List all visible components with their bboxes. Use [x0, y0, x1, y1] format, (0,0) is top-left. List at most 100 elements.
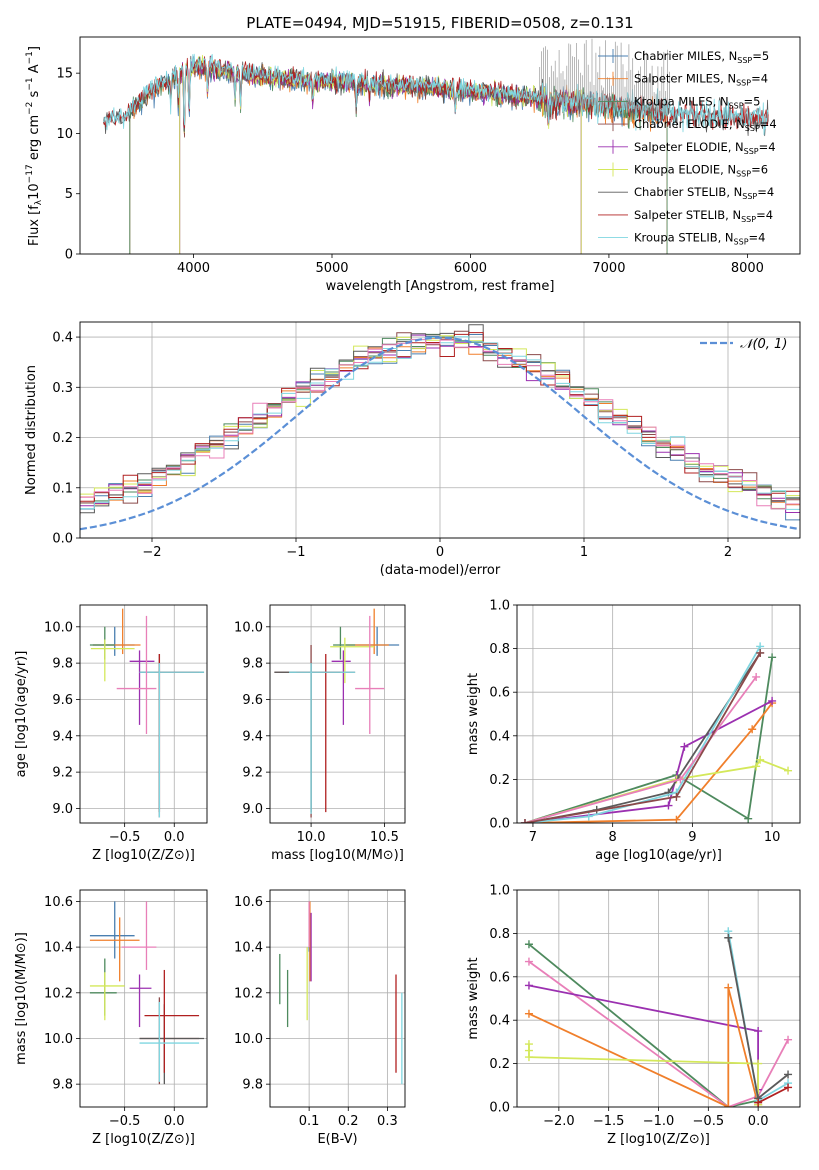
- weight-marker: [784, 1083, 793, 1092]
- y-tick-label: 9.8: [242, 657, 263, 672]
- legend-entry: Chabrier STELIB, NSSP=4: [634, 185, 774, 201]
- x-tick-label: −1: [286, 545, 305, 560]
- x-tick-label: −1.0: [643, 1114, 675, 1129]
- weight-marker: [524, 981, 533, 990]
- x-axis-label: Z [log10(Z/Z⊙)]: [92, 848, 195, 863]
- age-vs-Z-panel: −0.5 0.0 9.0 9.2 9.4 9.6 9.8 10.0 Z [log10(Z/Z⊙)…: [14, 604, 208, 863]
- y-tick-label: 9.2: [242, 766, 263, 781]
- weight-marker: [524, 1053, 533, 1062]
- y-tick-label: 9.6: [52, 693, 73, 708]
- errorbars: [89, 608, 205, 818]
- y-tick-label: 10.6: [234, 895, 263, 910]
- y-axis-label: mass weight: [466, 673, 481, 755]
- x-tick-label: 0.3: [377, 1114, 398, 1129]
- x-tick-label: 0.0: [164, 1114, 185, 1129]
- weight-series: [757, 1086, 789, 1104]
- x-tick-label: 9: [688, 830, 696, 845]
- legend-entry: 𝒩(0, 1): [740, 337, 787, 352]
- weight-vs-Z-panel: −2.0 −1.5 −1.0 −0.5 0.0 0.0 0.2 0.4 0.6 0.8 1.0 Z […: [466, 884, 801, 1147]
- x-tick-label: 0: [436, 545, 444, 560]
- y-tick-label: 0.4: [52, 331, 73, 346]
- residual-histograms: [80, 324, 800, 531]
- y-tick-label: 0.0: [52, 532, 73, 547]
- y-tick-label: 10.0: [234, 1032, 263, 1047]
- y-tick-label: 0.6: [489, 970, 510, 985]
- weight-marker: [724, 983, 733, 992]
- age-vs-mass-panel: 10.0 10.5 9.0 9.2 9.4 9.6 9.8 10.0 mass [log10(M…: [234, 604, 406, 863]
- y-axis-label: Normed distribution: [24, 365, 39, 495]
- y-tick-label: 10.4: [234, 941, 263, 956]
- legend-entry: Kroupa STELIB, NSSP=4: [634, 231, 765, 247]
- x-tick-label: 10.0: [297, 830, 326, 845]
- y-tick-label: 15: [56, 67, 73, 82]
- x-axis-label: age [log10(age/yr)]: [595, 848, 722, 863]
- mass-vs-Z-panel: −0.5 0.0 9.8 10.0 10.2 10.4 10.6 Z [log10(Z/Z⊙)…: [14, 889, 208, 1147]
- axes-frame: [79, 604, 208, 824]
- y-tick-label: 0.0: [489, 817, 510, 832]
- weight-marker: [724, 933, 733, 942]
- y-axis-label: age [log10(age/yr)]: [14, 651, 29, 778]
- weight-series: [524, 657, 773, 823]
- weight-marker: [680, 742, 689, 751]
- x-tick-label: −0.5: [109, 830, 141, 845]
- x-tick-label: −2.0: [543, 1114, 575, 1129]
- y-tick-label: 0.2: [489, 1057, 510, 1072]
- y-tick-label: 9.8: [52, 1078, 73, 1093]
- weight-series: [524, 652, 761, 823]
- weight-marker: [754, 1098, 763, 1107]
- x-tick-label: 10: [764, 830, 781, 845]
- weight-series: [528, 986, 759, 1107]
- spectrum-noise-spikes: [539, 38, 670, 114]
- y-tick-label: 0.3: [52, 381, 73, 396]
- x-tick-label: 0.0: [748, 1114, 769, 1129]
- figure-title: PLATE=0494, MJD=51915, FIBERID=0508, z=0…: [246, 14, 633, 32]
- x-axis-label: E(B-V): [317, 1132, 357, 1147]
- spectrum-panel: 4000 5000 6000 7000 8000 0 5 10 15 Flux [fλ10−17 …: [25, 36, 801, 294]
- weight-marker: [524, 1009, 533, 1018]
- weight-marker: [744, 814, 753, 823]
- axes-frame: [516, 889, 801, 1108]
- y-tick-label: 0.8: [489, 927, 510, 942]
- x-axis-label: Z [log10(Z/Z⊙)]: [92, 1132, 195, 1147]
- weight-marker: [676, 775, 685, 784]
- y-tick-label: 10.0: [44, 1032, 73, 1047]
- y-tick-label: 10.0: [234, 620, 263, 635]
- y-tick-label: 9.8: [242, 1078, 263, 1093]
- y-tick-label: 10.2: [44, 986, 73, 1001]
- weight-series: [524, 645, 761, 823]
- x-axis-label: wavelength [Angstrom, rest frame]: [326, 279, 555, 294]
- weight-marker: [584, 812, 593, 821]
- y-tick-label: 0.4: [489, 1014, 510, 1029]
- x-tick-label: 5000: [315, 261, 348, 276]
- weight-marker: [784, 1035, 793, 1044]
- weight-series: [524, 700, 773, 823]
- y-tick-label: 1.0: [489, 599, 510, 614]
- weight-marker: [664, 801, 673, 810]
- x-tick-label: 7000: [592, 261, 625, 276]
- weight-marker: [754, 1059, 763, 1068]
- x-tick-label: 8: [609, 830, 617, 845]
- weight-series: [524, 702, 773, 823]
- weight-marker: [672, 792, 681, 801]
- y-tick-label: 0.1: [52, 481, 73, 496]
- y-tick-label: 10: [56, 127, 73, 142]
- normal-curve: [80, 336, 800, 531]
- spectrum-kroupa-stelib: [103, 53, 769, 136]
- y-tick-label: 5: [65, 187, 73, 202]
- y-tick-label: 9.6: [242, 693, 263, 708]
- y-tick-label: 9.4: [52, 729, 73, 744]
- x-tick-label: 0.1: [299, 1114, 320, 1129]
- x-axis-label: mass [log10(M/M⊙)]: [271, 848, 404, 863]
- x-tick-label: 1: [580, 545, 588, 560]
- y-tick-label: 0: [65, 248, 73, 263]
- x-tick-label: −2: [142, 545, 161, 560]
- weight-marker: [748, 725, 757, 734]
- legend-entry: Chabrier ELODIE, NSSP=4: [634, 117, 777, 133]
- weight-series: [524, 676, 757, 823]
- y-axis-label: mass weight: [466, 957, 481, 1039]
- legend-entry: Salpeter ELODIE, NSSP=4: [634, 140, 776, 156]
- x-tick-label: 8000: [731, 261, 764, 276]
- y-tick-label: 0.2: [52, 431, 73, 446]
